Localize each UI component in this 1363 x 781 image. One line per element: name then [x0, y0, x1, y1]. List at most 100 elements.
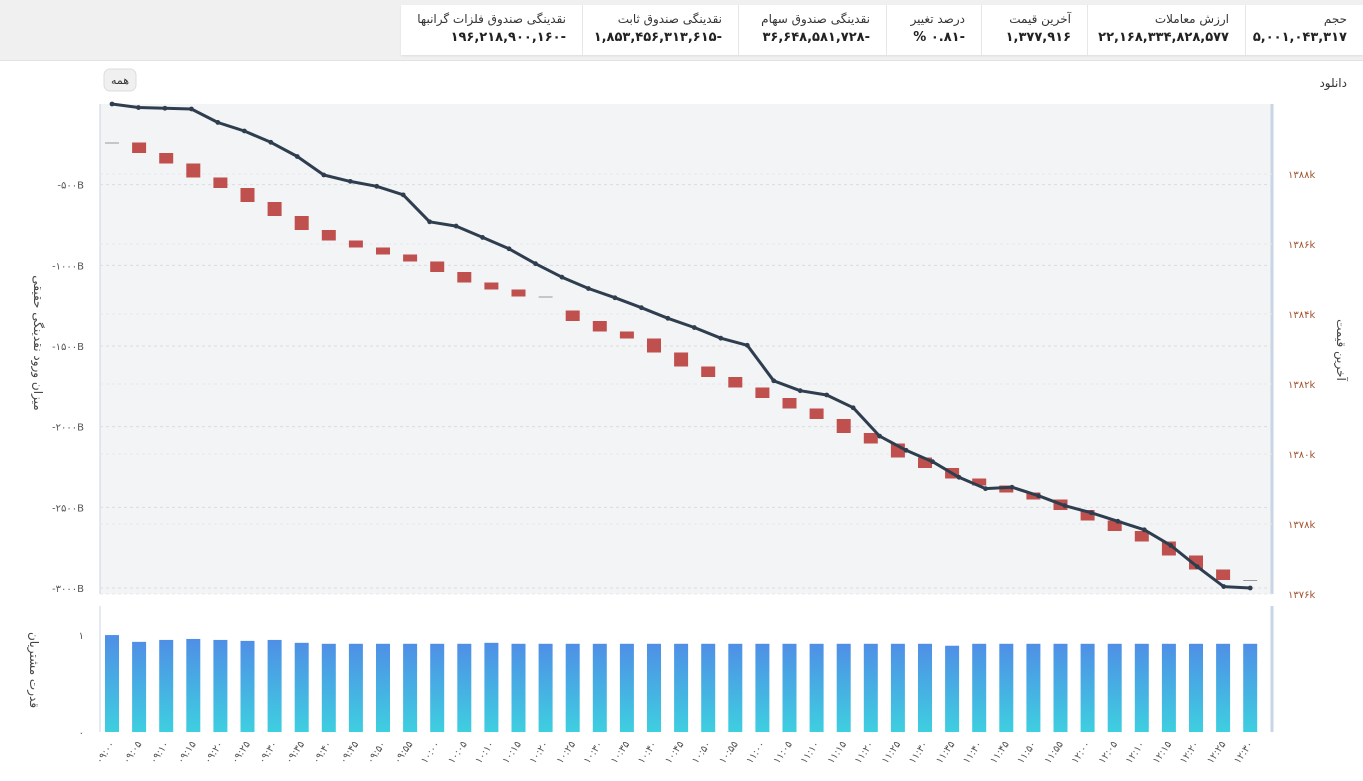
candle	[457, 272, 472, 283]
range-chip-label[interactable]: همه	[111, 74, 129, 87]
stat-value: -۱۹۶,۲۱۸,۹۰۰,۱۶۰	[450, 30, 566, 45]
candle	[511, 289, 526, 297]
x-tick-label: ۰۹:۳۰	[257, 739, 280, 766]
left-tick-label: -۱۰۰۰B	[52, 261, 84, 272]
buyer-power-bar	[294, 642, 309, 732]
candle	[321, 230, 336, 241]
x-tick-label: ۱۱:۳۵	[934, 739, 957, 766]
stat-change-percent: درصد تغییر -۰.۸۱ %	[886, 5, 981, 55]
flow-point	[109, 101, 115, 107]
flow-point	[665, 315, 671, 321]
candle	[348, 240, 363, 248]
buyer-power-bar	[240, 640, 255, 732]
flow-point	[189, 106, 194, 112]
x-tick-label: ۱۰:۵۰	[690, 739, 713, 766]
buyer-power-bar	[1189, 643, 1203, 732]
candle	[565, 310, 580, 321]
x-axis: ۰۹:۰۰ ۰۹:۰۵ ۰۹:۱۰ ۰۹:۱۵ ۰۹:۲۰ ۰۹:۲۵ ۰۹:۳۰ ۰۹:۳۵…	[94, 739, 1255, 766]
x-tick-label: ۱۰:۵۵	[717, 739, 740, 766]
buyer-power-bar	[1080, 643, 1095, 732]
flow-point	[506, 246, 512, 252]
flow-point	[744, 342, 750, 348]
flow-point	[612, 295, 618, 301]
candle	[1243, 580, 1258, 581]
stat-precious-metals-fund: نقدینگی صندوق فلزات گرانبها -۱۹۶,۲۱۸,۹۰۰…	[401, 5, 582, 55]
flow-point	[321, 172, 327, 178]
stat-trade-value: ارزش معاملات ۲۲,۱۶۸,۳۳۴,۸۲۸,۵۷۷	[1087, 5, 1245, 55]
x-tick-label: ۰۹:۵۵	[392, 739, 415, 766]
candle	[1216, 569, 1231, 580]
flow-point	[1194, 564, 1200, 570]
flow-point	[983, 486, 988, 492]
x-tick-label: ۰۹:۴۵	[338, 739, 361, 766]
buyer-power-bar	[945, 645, 960, 732]
candle	[240, 188, 255, 202]
buyer-power-bar	[1107, 643, 1122, 732]
flow-point	[877, 433, 883, 439]
flow-point	[850, 405, 856, 411]
x-tick-label: ۱۱:۰۵	[772, 739, 795, 766]
range-chip-background[interactable]	[103, 68, 137, 92]
x-tick-label: ۱۰:۲۵	[555, 739, 578, 766]
left-tick-label: -۲۵۰۰B	[52, 503, 84, 514]
flow-point	[1036, 493, 1041, 499]
candle	[403, 254, 418, 262]
x-tick-label: ۱۱:۳۰	[907, 739, 930, 766]
x-tick-label: ۱۱:۲۵	[880, 739, 903, 766]
candle	[755, 387, 770, 398]
buyer-power-bar	[430, 643, 445, 732]
stat-last-price: آخرین قیمت ۱,۳۷۷,۹۱۶	[981, 5, 1087, 55]
stat-label: نقدینگی صندوق فلزات گرانبها	[417, 12, 566, 26]
x-tick-label: ۰۹:۲۵	[230, 739, 253, 766]
flow-point	[294, 154, 300, 159]
candle	[918, 457, 932, 468]
x-tick-label: ۰۹:۲۰	[203, 739, 226, 766]
x-tick-label: ۱۲:۰۵	[1097, 739, 1120, 766]
buyer-power-bar	[701, 643, 716, 732]
stat-value: -۳۶,۶۴۸,۵۸۱,۷۲۸	[762, 30, 870, 45]
candle	[674, 352, 689, 367]
flow-point	[691, 325, 697, 330]
x-tick-label: ۱۲:۲۵	[1205, 739, 1228, 766]
candle	[538, 296, 553, 298]
left-tick-label: -۲۰۰۰B	[52, 423, 84, 434]
buyer-power-bar	[782, 643, 797, 732]
flow-point	[718, 335, 724, 341]
candle	[836, 419, 851, 433]
candle	[863, 433, 878, 444]
buyer-power-bar	[159, 639, 174, 732]
sub-axis: ۱۰	[79, 631, 84, 739]
flow-point	[453, 223, 459, 229]
flow-point	[638, 305, 644, 311]
buyer-power-bar	[918, 643, 932, 732]
x-tick-label: ۰۹:۰۵	[121, 739, 144, 766]
stat-fixed-income-fund: نقدینگی صندوق ثابت -۱,۸۵۳,۴۵۶,۳۱۳,۶۱۵	[582, 5, 738, 55]
candle	[782, 398, 797, 409]
flow-point	[215, 120, 221, 125]
buyer-power-bar	[592, 643, 607, 732]
buyer-power-bar	[484, 642, 499, 732]
buyer-power-bar	[619, 643, 634, 732]
right-tick-label: ۱۳۸۰k	[1288, 450, 1315, 461]
download-button[interactable]: دانلود	[1319, 76, 1347, 90]
flow-point	[533, 261, 538, 267]
flow-point	[347, 178, 353, 184]
candle	[619, 331, 634, 339]
buyer-power-bar	[755, 643, 770, 732]
candle	[213, 177, 228, 188]
buyer-power-bar	[186, 638, 201, 732]
buyer-power-bar	[457, 643, 472, 732]
x-tick-label: ۱۰:۱۵	[501, 739, 524, 766]
flow-point	[1247, 585, 1253, 591]
buyer-power-bar	[1161, 643, 1176, 732]
left-axis: -۵۰۰B -۱۰۰۰B -۱۵۰۰B -۲۰۰۰B -۲۵۰۰B -۳۰۰۰B	[52, 181, 84, 595]
buyer-power-bar	[565, 643, 580, 732]
flow-point	[1009, 484, 1015, 490]
flow-point	[1221, 584, 1227, 589]
x-tick-label: ۱۱:۴۵	[988, 739, 1011, 766]
x-tick-label: ۰۹:۱۵	[175, 739, 198, 766]
stat-label: نقدینگی صندوق ثابت	[617, 12, 722, 26]
range-chip[interactable]: همه	[103, 68, 137, 92]
stat-label: حجم	[1323, 12, 1347, 26]
